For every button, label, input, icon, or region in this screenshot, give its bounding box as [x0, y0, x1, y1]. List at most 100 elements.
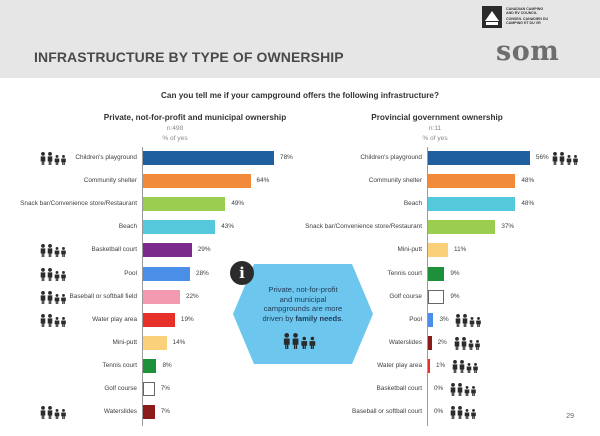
right-value-label: 1% — [436, 361, 446, 369]
right-category-label: Basketball court — [376, 385, 422, 392]
right-bar — [428, 220, 496, 235]
right-value-label: 48% — [521, 177, 535, 185]
family-icon — [283, 333, 317, 354]
callout-line-2: and municipal — [279, 294, 327, 304]
callout-hexagon — [233, 264, 373, 364]
left-bar — [143, 266, 191, 281]
left-value-label: 64% — [256, 177, 270, 185]
left-bar — [143, 312, 175, 327]
info-icon: i — [230, 261, 254, 285]
right-bar — [428, 335, 432, 350]
right-category-label: Community shelter — [368, 177, 422, 185]
survey-question: Can you tell me if your campground offer… — [161, 91, 439, 100]
right-bar — [428, 243, 449, 258]
family-icon — [450, 406, 477, 420]
right-category-label: Water play area — [377, 361, 422, 369]
som-logo: CANADIAN CAMPING AND RV COUNCIL CONSEIL … — [482, 6, 594, 70]
left-panel-sample: n:498 — [166, 125, 184, 132]
left-bar — [143, 243, 192, 258]
family-icon — [40, 244, 67, 258]
left-category-label: Waterslides — [103, 408, 137, 416]
left-bar — [143, 174, 251, 189]
left-category-label: Children's playground — [75, 154, 137, 161]
family-icon — [40, 290, 67, 304]
right-value-label: 11% — [454, 246, 467, 254]
right-axis-line — [427, 147, 428, 427]
right-value-label: 0% — [434, 408, 444, 416]
family-icon — [452, 359, 479, 373]
left-bar — [143, 358, 157, 373]
right-value-label: 2% — [437, 338, 447, 346]
left-value-label: 19% — [180, 315, 194, 323]
left-category-label: Golf course — [104, 385, 137, 392]
right-category-label: Tennis court — [387, 269, 422, 277]
right-panel-title: Provincial government ownership — [371, 113, 503, 122]
right-category-label: Beach — [403, 200, 422, 208]
right-value-label: 0% — [434, 385, 444, 392]
right-category-label: Golf course — [389, 292, 422, 300]
logo-line-1: CANADIAN CAMPING — [506, 7, 544, 11]
left-value-label: 7% — [160, 385, 170, 392]
left-value-label: 22% — [185, 292, 199, 300]
right-value-label: 56% — [535, 154, 549, 161]
left-bar — [143, 289, 180, 304]
right-value-label: 48% — [521, 200, 535, 208]
left-value-label: 43% — [221, 223, 235, 231]
left-category-label: Snack bar/Convenience store/Restaurant — [20, 200, 137, 208]
callout-line-3: campgrounds are more — [263, 304, 343, 314]
right-category-label: Children's playground — [360, 154, 422, 161]
right-category-label: Mini-putt — [397, 246, 422, 254]
family-icon — [450, 383, 477, 396]
left-value-label: 8% — [162, 361, 172, 369]
som-wordmark: som — [496, 36, 560, 67]
logo-line-4: CAMPING ET DU VR — [506, 21, 541, 25]
left-value-label: 29% — [197, 246, 211, 254]
left-category-label: Basketball court — [91, 246, 137, 254]
right-bar — [428, 358, 430, 373]
right-category-label: Pool — [409, 315, 422, 323]
callout-text: Private, not-for-profit and municipal ca… — [246, 285, 360, 323]
left-category-label: Tennis court — [102, 361, 137, 369]
right-bar — [428, 197, 516, 212]
left-bar — [143, 220, 216, 235]
left-category-label: Pool — [124, 269, 137, 277]
page-number: 29 — [566, 413, 574, 420]
logo-line-3: CONSEIL CANADIEN DU — [506, 17, 549, 21]
left-bar — [143, 335, 167, 350]
left-category-label: Mini-putt — [112, 338, 137, 346]
left-bar — [143, 382, 155, 396]
right-panel-sample: n:11 — [428, 125, 442, 132]
right-value-label: 37% — [501, 223, 515, 231]
left-value-label: 49% — [231, 200, 245, 208]
ccrvc-logo-icon — [482, 6, 502, 28]
family-icon — [40, 267, 67, 281]
right-category-label: Waterslides — [388, 338, 422, 346]
right-category-label: Snack bar/Convenience store/Restaurant — [305, 223, 422, 231]
right-bar — [428, 174, 516, 189]
right-panel-unit: % of yes — [422, 135, 448, 142]
right-category-label: Baseball or softball court — [352, 408, 422, 416]
left-bar — [143, 197, 226, 212]
left-category-label: Water play area — [92, 315, 137, 323]
family-icon — [40, 313, 67, 327]
right-bar — [428, 312, 434, 327]
left-axis-line — [142, 147, 143, 427]
left-panel-title: Private, not-for-profit and municipal ow… — [103, 113, 287, 122]
callout-line-1: Private, not-for-profit — [268, 285, 338, 294]
right-bar — [428, 266, 445, 281]
left-category-label: Community shelter — [83, 177, 137, 185]
left-value-label: 28% — [196, 269, 209, 277]
family-icon — [552, 152, 579, 165]
callout-line-4: driven by family needs. — [262, 313, 344, 323]
right-value-label: 9% — [450, 269, 460, 277]
left-value-label: 14% — [172, 338, 186, 346]
family-icon — [40, 152, 67, 165]
page-title: INFRASTRUCTURE BY TYPE OF OWNERSHIP — [34, 49, 344, 65]
right-bar — [428, 151, 530, 165]
left-bar — [143, 405, 155, 420]
logo-line-2: AND RV COUNCIL — [506, 11, 538, 15]
right-value-label: 9% — [450, 292, 460, 300]
family-icon — [455, 313, 482, 327]
family-icon — [454, 336, 481, 350]
right-value-label: 3% — [439, 315, 449, 323]
